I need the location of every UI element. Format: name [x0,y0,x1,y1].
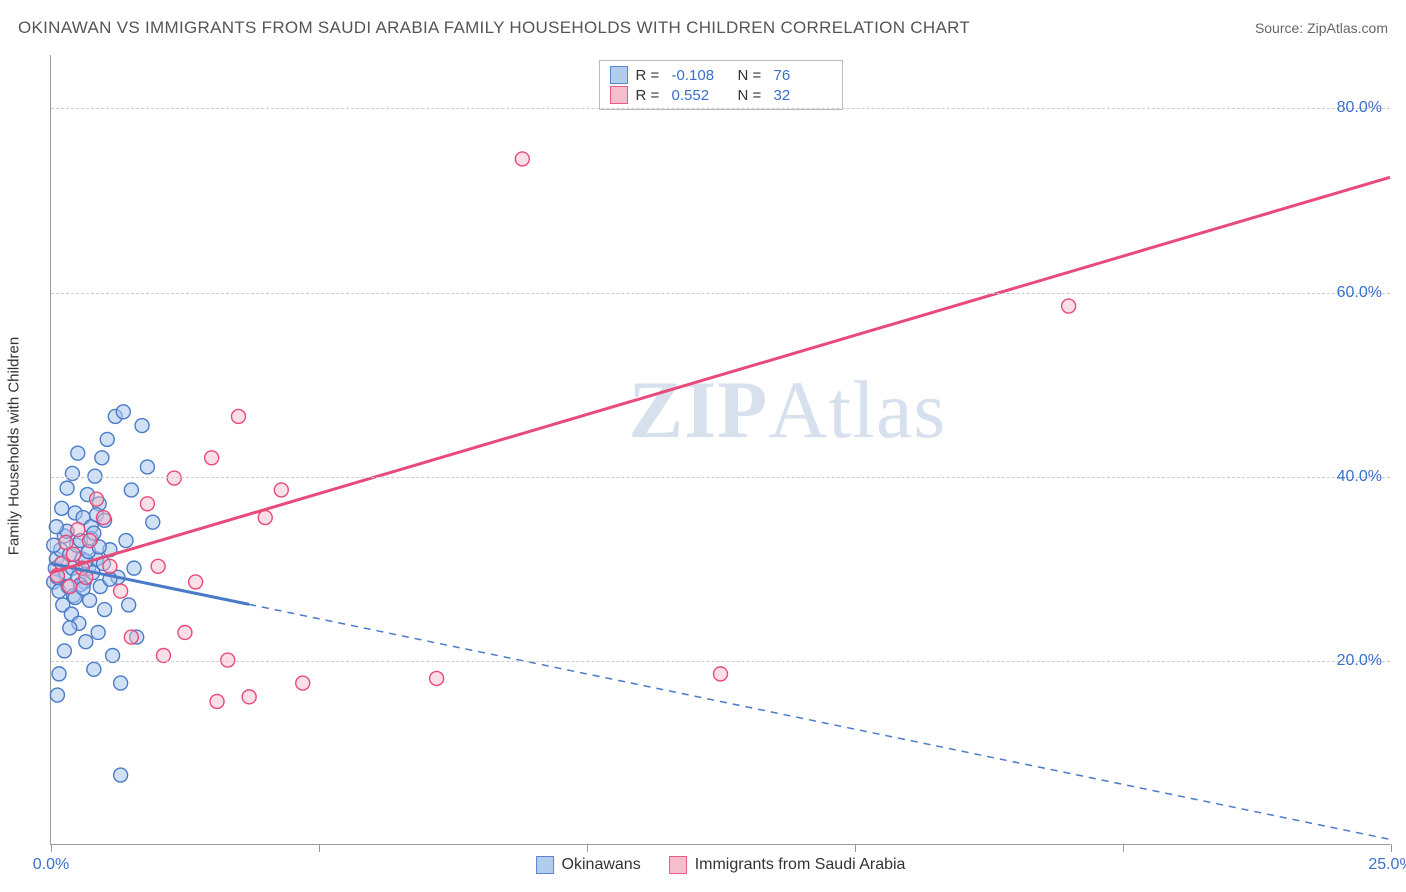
y-axis-label: Family Households with Children [6,337,23,555]
data-point [515,152,529,166]
r-value-okinawans: -0.108 [672,67,730,84]
x-tick [587,844,588,852]
data-point [47,538,61,552]
r-label: R = [636,67,664,84]
data-point [63,621,77,635]
data-point [103,559,117,573]
correlation-legend: R = -0.108 N = 76 R = 0.552 N = 32 [599,60,843,110]
legend-swatch-blue [610,66,628,84]
y-tick-label: 60.0% [1337,284,1382,302]
chart-title: OKINAWAN VS IMMIGRANTS FROM SAUDI ARABIA… [18,18,970,38]
data-point [274,483,288,497]
data-point [146,515,160,529]
x-tick [51,844,52,852]
legend-label-okinawans: Okinawans [562,856,641,874]
legend-row-okinawans: R = -0.108 N = 76 [610,65,832,85]
series-legend: Okinawans Immigrants from Saudi Arabia [536,856,906,874]
gridline [51,661,1390,662]
x-tick [319,844,320,852]
data-point [140,460,154,474]
data-point [114,676,128,690]
data-point [87,662,101,676]
x-tick [855,844,856,852]
trend-line-solid [51,177,1390,572]
data-point [231,409,245,423]
data-point [116,405,130,419]
data-point [65,466,79,480]
data-point [714,667,728,681]
legend-swatch-pink [610,86,628,104]
legend-row-saudi: R = 0.552 N = 32 [610,85,832,105]
y-tick-label: 80.0% [1337,99,1382,117]
gridline [51,477,1390,478]
data-point [71,523,85,537]
data-point [71,446,85,460]
data-point [430,671,444,685]
data-point [210,694,224,708]
n-label: N = [738,67,766,84]
data-point [258,511,272,525]
data-point [296,676,310,690]
scatter-plot-svg [51,55,1390,844]
legend-swatch-blue [536,856,554,874]
trend-line-dashed [249,604,1390,839]
data-point [124,630,138,644]
data-point [50,688,64,702]
data-point [135,419,149,433]
y-tick-label: 20.0% [1337,652,1382,670]
x-tick [1123,844,1124,852]
data-point [83,534,97,548]
data-point [90,492,104,506]
data-point [205,451,219,465]
data-point [100,432,114,446]
data-point [122,598,136,612]
data-point [124,483,138,497]
data-point [91,626,105,640]
data-point [1062,299,1076,313]
n-label: N = [738,87,766,104]
data-point [98,603,112,617]
data-point [57,644,71,658]
data-point [178,626,192,640]
r-label: R = [636,87,664,104]
data-point [114,768,128,782]
x-tick-label: 0.0% [33,856,69,874]
x-tick [1391,844,1392,852]
data-point [55,501,69,515]
legend-item-okinawans: Okinawans [536,856,641,874]
source-attribution: Source: ZipAtlas.com [1255,20,1388,36]
data-point [63,580,77,594]
n-value-okinawans: 76 [774,67,832,84]
x-tick-label: 25.0% [1368,856,1406,874]
data-point [95,451,109,465]
data-point [79,635,93,649]
data-point [140,497,154,511]
data-point [242,690,256,704]
data-point [119,534,133,548]
data-point [127,561,141,575]
plot-area: ZIPAtlas R = -0.108 N = 76 R = 0.552 N =… [50,55,1390,845]
y-tick-label: 40.0% [1337,468,1382,486]
data-point [167,471,181,485]
gridline [51,108,1390,109]
data-point [60,481,74,495]
data-point [189,575,203,589]
data-point [49,520,63,534]
legend-label-saudi: Immigrants from Saudi Arabia [695,856,906,874]
data-point [114,584,128,598]
legend-swatch-pink [669,856,687,874]
data-point [52,667,66,681]
r-value-saudi: 0.552 [672,87,730,104]
legend-item-saudi: Immigrants from Saudi Arabia [669,856,906,874]
data-point [151,559,165,573]
data-point [96,511,110,525]
n-value-saudi: 32 [774,87,832,104]
data-point [67,547,81,561]
gridline [51,293,1390,294]
